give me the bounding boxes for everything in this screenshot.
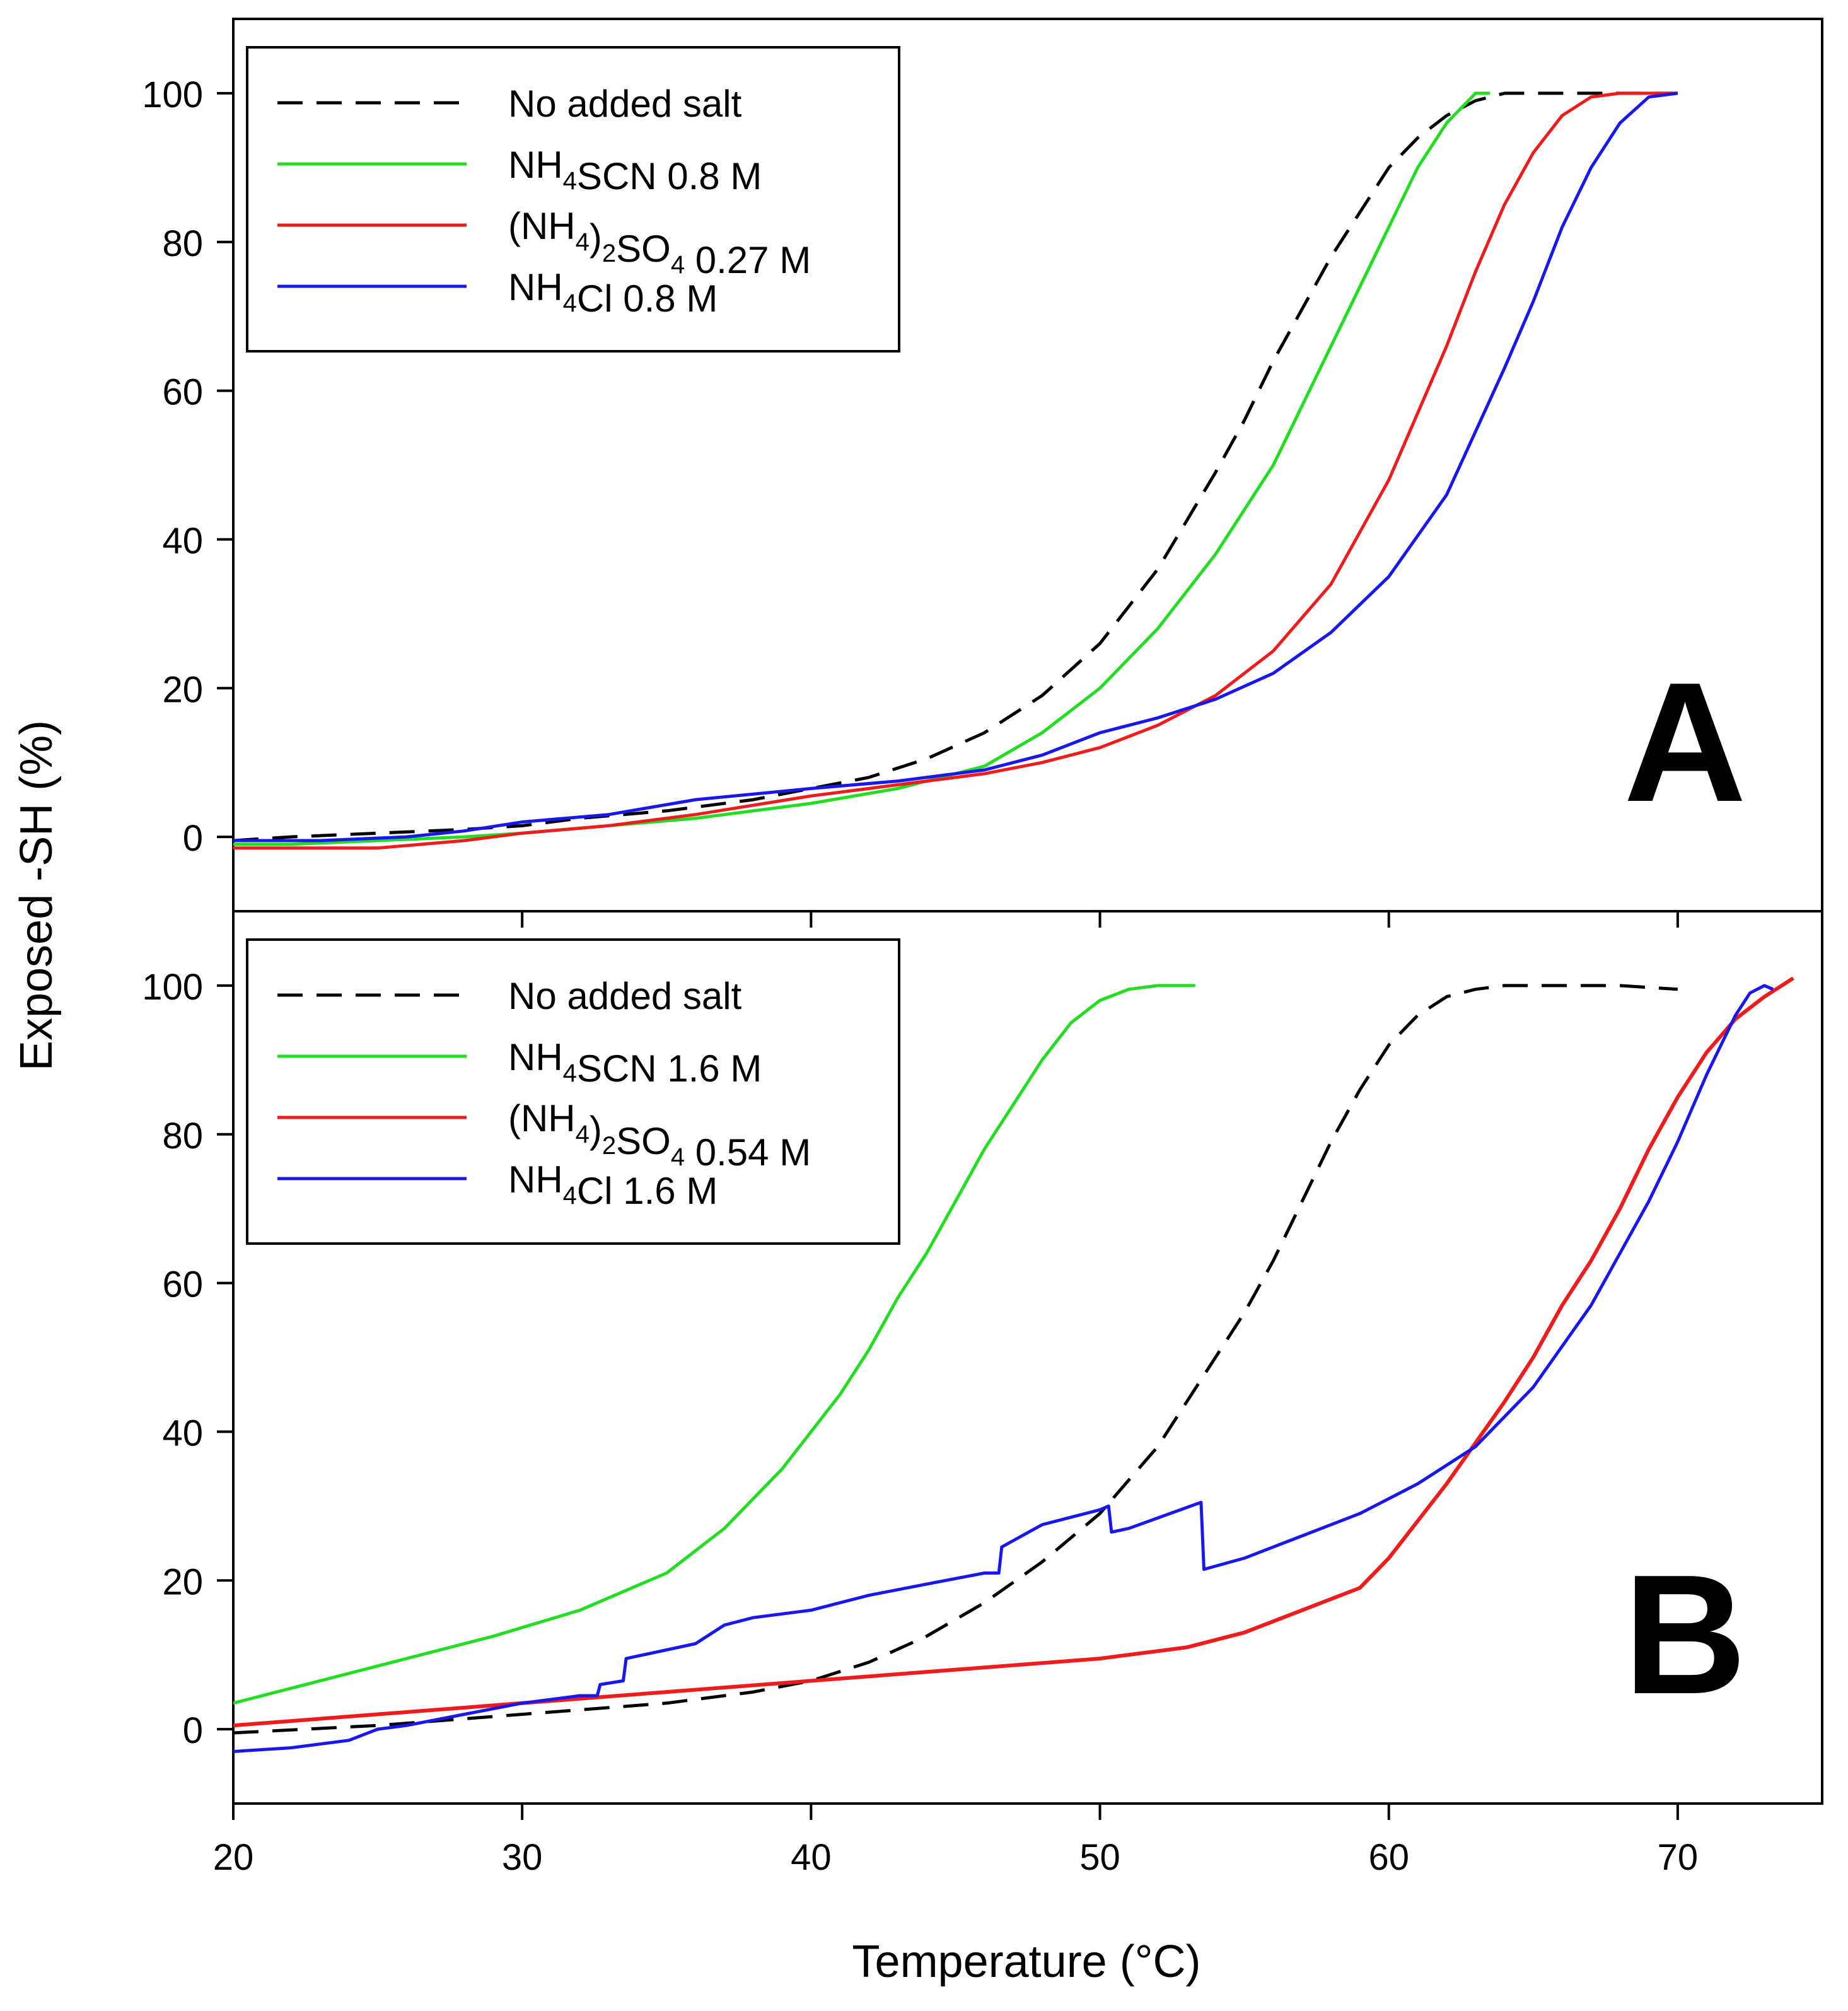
- x-tick-label: 70: [1658, 1837, 1699, 1878]
- legend-label-so4: (NH4)2SO4 0.27 M: [508, 205, 811, 281]
- legend-label-so4: (NH4)2SO4 0.54 M: [508, 1097, 811, 1174]
- y-tick-label-b: 40: [162, 1413, 203, 1454]
- y-tick-label-a: 60: [162, 372, 203, 413]
- y-tick-label-b: 20: [162, 1561, 203, 1602]
- x-tick-label: 20: [213, 1837, 254, 1878]
- series-line-none-b: [233, 984, 1678, 1735]
- legend-label-cl: NH4Cl 0.8 M: [508, 266, 718, 320]
- legend-box-b: [246, 938, 900, 1245]
- series-line-scn-a: [233, 91, 1491, 846]
- y-tick-label-b: 0: [183, 1710, 203, 1751]
- y-tick-label-a: 40: [162, 520, 203, 561]
- legend-label-cl: NH4Cl 1.6 M: [508, 1158, 718, 1212]
- x-tick-label: 60: [1368, 1837, 1409, 1878]
- series-line-so4-b: [233, 976, 1794, 1728]
- y-tick-label-b: 80: [162, 1116, 203, 1157]
- legend-box-a: [246, 46, 900, 353]
- panel-label-a: A: [1624, 648, 1746, 837]
- series-line-cl-a: [233, 91, 1678, 842]
- series-line-so4-a: [233, 91, 1678, 850]
- legend-label-none: No added salt: [508, 975, 742, 1017]
- y-axis-label: Exposed -SH (%): [11, 720, 62, 1071]
- legend-label-none: No added salt: [508, 83, 742, 125]
- series-line-cl-b: [233, 984, 1774, 1753]
- y-tick-label-b: 100: [142, 967, 203, 1008]
- legend-label-scn: NH4SCN 0.8 M: [508, 144, 762, 197]
- x-tick-label: 50: [1079, 1837, 1120, 1878]
- y-tick-label-a: 100: [142, 74, 203, 115]
- y-tick-label-b: 60: [162, 1264, 203, 1305]
- panel-label-b: B: [1624, 1540, 1746, 1730]
- panel-b: 0 20 40 60 80 100 20 30 40 50 60 70 No added salt NH4…: [142, 910, 1823, 1878]
- y-tick-label-a: 0: [183, 818, 203, 859]
- legend-label-scn: NH4SCN 1.6 M: [508, 1036, 762, 1090]
- y-tick-label-a: 80: [162, 223, 203, 264]
- x-tick-label: 40: [791, 1837, 832, 1878]
- x-tick-label: 30: [502, 1837, 543, 1878]
- series-line-scn-b: [233, 984, 1195, 1705]
- series-line-none-a: [233, 91, 1678, 842]
- y-tick-label-a: 20: [162, 669, 203, 710]
- panel-a: 0 20 40 60 80 100 No added salt NH4SCN 0.8 M (NH…: [142, 18, 1823, 928]
- plot-frame-b: [232, 910, 1823, 1805]
- x-axis-label: Temperature (°C): [852, 1937, 1201, 1987]
